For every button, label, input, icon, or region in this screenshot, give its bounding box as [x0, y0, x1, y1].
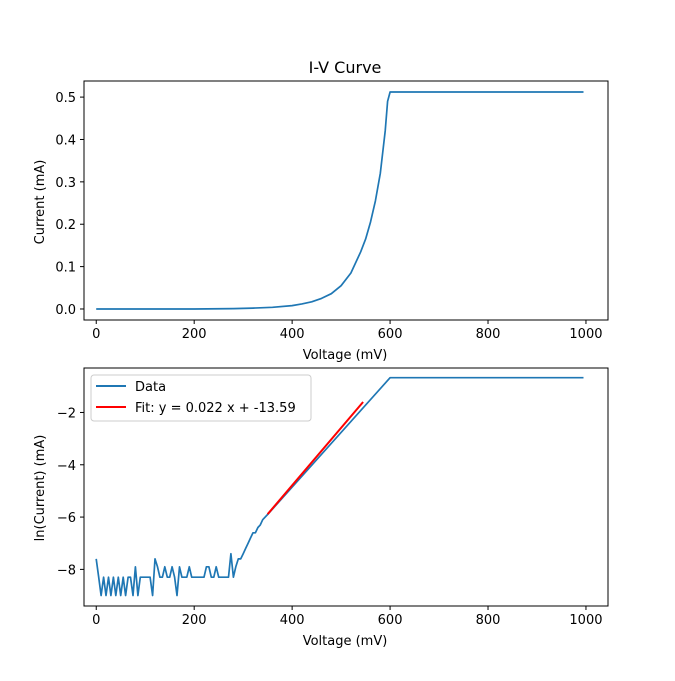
plot-area [83, 80, 609, 321]
x-tick-label: 1000 [569, 327, 602, 342]
y-tick-label: −6 [57, 511, 76, 526]
x-tick-label: 0 [92, 327, 100, 342]
x-tick-label: 800 [476, 613, 501, 628]
x-axis-label: Voltage (mV) [303, 634, 388, 649]
x-tick-label: 600 [378, 613, 403, 628]
x-axis-ticks: 0 200 400 600 800 1000 [92, 320, 603, 342]
series-line-0 [96, 91, 584, 310]
axes-frame [83, 367, 609, 607]
y-tick-label: −4 [57, 459, 76, 474]
x-tick-label: 200 [182, 613, 207, 628]
y-tick-label: 0.0 [55, 303, 76, 318]
series-line-1 [266, 401, 364, 515]
y-axis-ticks: −8 −6 −4 −2 [57, 406, 84, 578]
x-tick-label: 400 [280, 327, 305, 342]
x-tick-label: 800 [476, 327, 501, 342]
x-tick-label: 0 [92, 613, 100, 628]
x-axis-label: Voltage (mV) [303, 348, 388, 363]
y-tick-label: −2 [57, 406, 76, 421]
series-line-0 [95, 376, 584, 597]
legend-label-fit: Fit: y = 0.022 x + -13.59 [135, 401, 296, 416]
y-tick-label: 0.3 [55, 176, 76, 191]
y-axis-ticks: 0.0 0.1 0.2 0.3 0.4 0.5 [55, 91, 84, 318]
y-tick-label: 0.1 [55, 261, 76, 276]
legend-label-data: Data [135, 380, 166, 395]
y-tick-label: 0.2 [55, 218, 76, 233]
x-axis-ticks: 0 200 400 600 800 1000 [92, 606, 603, 628]
chart-title: I-V Curve [309, 58, 382, 77]
y-tick-label: 0.4 [55, 133, 76, 148]
x-tick-label: 200 [182, 327, 207, 342]
x-tick-label: 1000 [569, 613, 602, 628]
y-tick-label: 0.5 [55, 91, 76, 106]
y-tick-label: −8 [57, 563, 76, 578]
legend-box [90, 374, 312, 422]
chart-ln-current: 0 200 400 600 800 1000 −8−6−4−2 Voltage (mV) … [33, 367, 609, 649]
legend: Data Fit: y = 0.022 x + -13.59 [90, 374, 312, 422]
x-tick-label: 400 [280, 613, 305, 628]
x-tick-label: 600 [378, 327, 403, 342]
y-axis-label: ln(Current) (mA) [33, 435, 48, 542]
plot-area [83, 367, 609, 607]
chart-iv-curve: I-V Curve 0 200 400 600 800 1000 0.0 0.1 0.2 0.3… [33, 58, 609, 363]
axes-frame [83, 80, 609, 321]
y-axis-label: Current (mA) [33, 160, 48, 245]
